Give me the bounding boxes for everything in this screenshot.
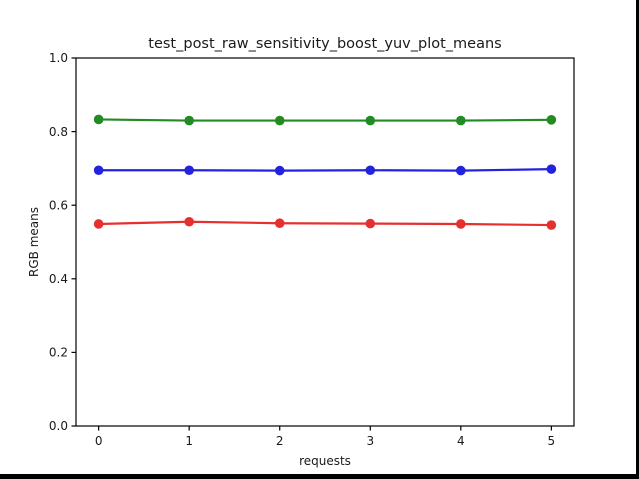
x-tick-label: 0 (95, 434, 103, 448)
data-point-blue (274, 165, 285, 176)
y-tick-label: 0.6 (49, 198, 68, 212)
x-tick-label: 3 (366, 434, 374, 448)
data-point-red (184, 216, 194, 227)
data-point-blue (184, 165, 194, 176)
data-point-red (365, 218, 376, 229)
x-tick-label: 4 (457, 434, 465, 448)
data-point-blue (93, 165, 104, 176)
data-point-green (546, 115, 557, 125)
y-tick-label: 0.8 (49, 125, 68, 139)
data-point-green (184, 115, 194, 126)
data-point-red (546, 220, 557, 230)
data-point-blue (456, 165, 466, 176)
x-tick-label: 2 (276, 434, 284, 448)
data-point-green (456, 115, 466, 126)
y-tick-label: 1.0 (49, 51, 68, 65)
chart-title: test_post_raw_sensitivity_boost_yuv_plot… (148, 36, 502, 52)
data-point-green (365, 115, 376, 126)
series-line-blue (97, 168, 553, 172)
series-line-red (97, 220, 553, 227)
data-point-red (93, 219, 104, 229)
y-tick-label: 0.0 (49, 419, 68, 433)
frame-edge-right (636, 0, 639, 479)
data-point-green (93, 114, 104, 125)
data-point-blue (365, 165, 376, 176)
y-tick-label: 0.4 (49, 272, 68, 286)
data-point-green (274, 115, 285, 126)
x-tick-label: 1 (185, 434, 193, 448)
y-tick-label: 0.2 (49, 346, 68, 360)
x-axis-label: requests (299, 454, 351, 468)
frame-edge-bottom (0, 474, 639, 479)
x-tick-label: 5 (548, 434, 556, 448)
data-point-blue (546, 164, 557, 174)
series-line-green (97, 118, 553, 122)
data-point-red (456, 219, 466, 229)
data-point-red (274, 218, 285, 229)
axes-box (75, 57, 575, 427)
